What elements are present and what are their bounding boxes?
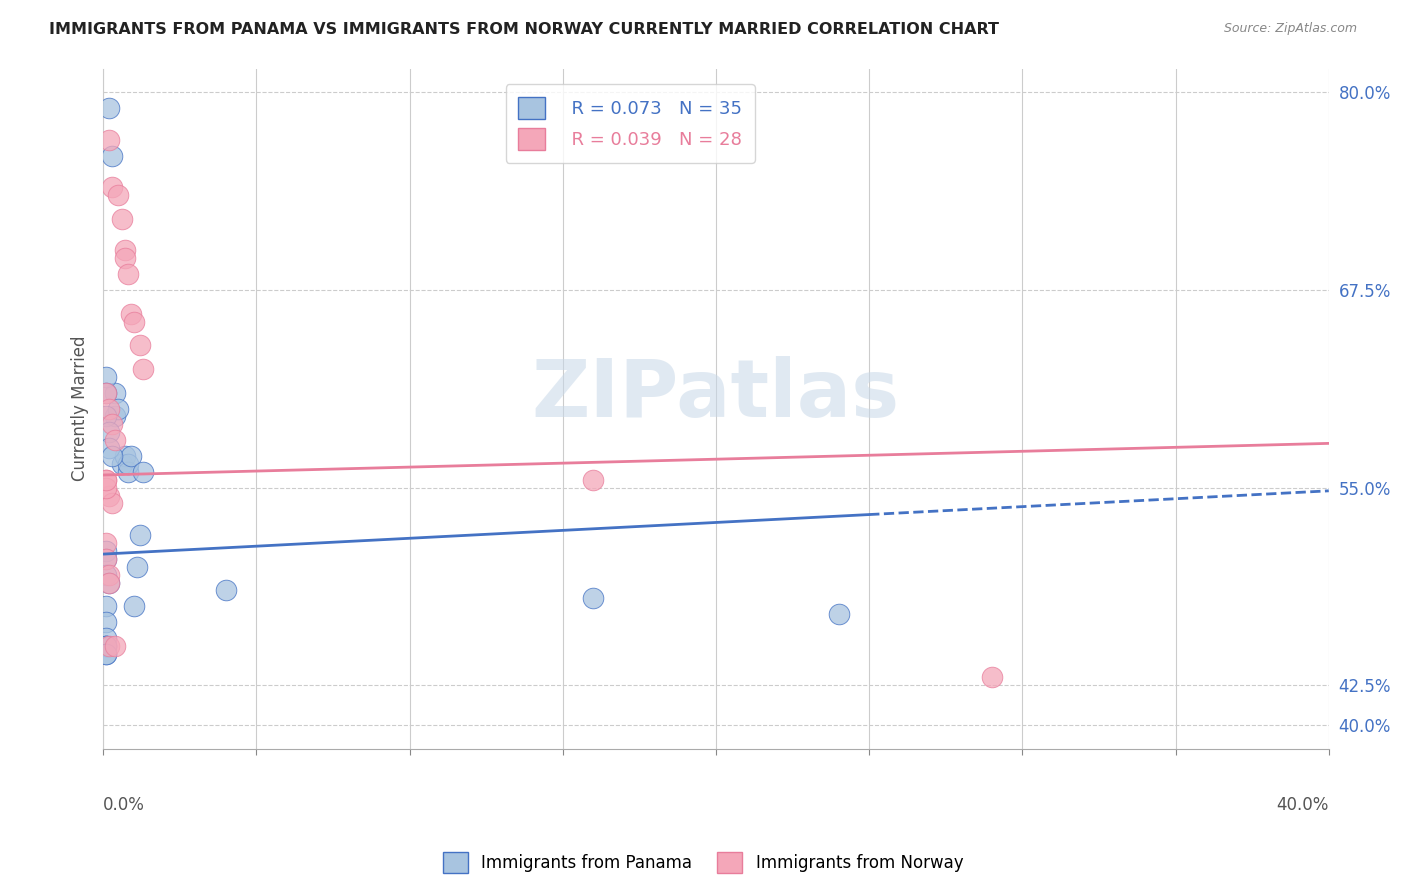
Point [980, 670, 1002, 684]
Point [98, 567, 121, 582]
Point [110, 457, 132, 471]
Point [98, 639, 121, 653]
Point [96, 473, 118, 487]
Point [114, 244, 136, 258]
Point [96, 473, 118, 487]
Point [104, 409, 127, 424]
Point [98, 401, 121, 416]
Point [122, 315, 145, 329]
Text: 40.0%: 40.0% [1277, 796, 1329, 814]
Point [96, 552, 118, 566]
Point [96, 370, 118, 384]
Point [96, 552, 118, 566]
Point [101, 148, 124, 162]
Point [96, 409, 118, 424]
Point [110, 211, 132, 226]
Point [117, 465, 139, 479]
Point [98, 575, 121, 590]
Point [101, 417, 124, 432]
Y-axis label: Currently Married: Currently Married [72, 335, 89, 482]
Text: 0.0%: 0.0% [103, 796, 145, 814]
Point [96, 567, 118, 582]
Point [96, 631, 118, 645]
Text: Source: ZipAtlas.com: Source: ZipAtlas.com [1223, 22, 1357, 36]
Point [96, 639, 118, 653]
Point [117, 457, 139, 471]
Point [98, 425, 121, 440]
Point [120, 449, 142, 463]
Point [107, 188, 129, 202]
Point [122, 599, 145, 614]
Point [96, 536, 118, 550]
Point [827, 607, 849, 622]
Text: ZIPatlas: ZIPatlas [531, 356, 900, 434]
Point [98, 133, 121, 147]
Legend: Immigrants from Panama, Immigrants from Norway: Immigrants from Panama, Immigrants from … [436, 846, 970, 880]
Point [101, 449, 124, 463]
Point [129, 528, 152, 542]
Point [104, 434, 127, 448]
Point [120, 307, 142, 321]
Point [96, 385, 118, 400]
Point [96, 385, 118, 400]
Point [107, 401, 129, 416]
Legend:   R = 0.073   N = 35,   R = 0.039   N = 28: R = 0.073 N = 35, R = 0.039 N = 28 [506, 85, 755, 162]
Point [582, 473, 605, 487]
Point [98, 575, 121, 590]
Point [101, 496, 124, 510]
Point [96, 481, 118, 495]
Point [582, 591, 605, 606]
Point [125, 559, 148, 574]
Point [132, 465, 155, 479]
Text: IMMIGRANTS FROM PANAMA VS IMMIGRANTS FROM NORWAY CURRENTLY MARRIED CORRELATION C: IMMIGRANTS FROM PANAMA VS IMMIGRANTS FRO… [49, 22, 1000, 37]
Point [117, 267, 139, 281]
Point [215, 583, 238, 598]
Point [104, 385, 127, 400]
Point [98, 101, 121, 115]
Point [101, 180, 124, 194]
Point [98, 441, 121, 455]
Point [96, 615, 118, 629]
Point [98, 489, 121, 503]
Point [104, 639, 127, 653]
Point [96, 639, 118, 653]
Point [114, 252, 136, 266]
Point [129, 338, 152, 352]
Point [96, 639, 118, 653]
Point [96, 647, 118, 661]
Point [114, 449, 136, 463]
Point [132, 362, 155, 376]
Point [96, 647, 118, 661]
Point [96, 544, 118, 558]
Point [96, 599, 118, 614]
